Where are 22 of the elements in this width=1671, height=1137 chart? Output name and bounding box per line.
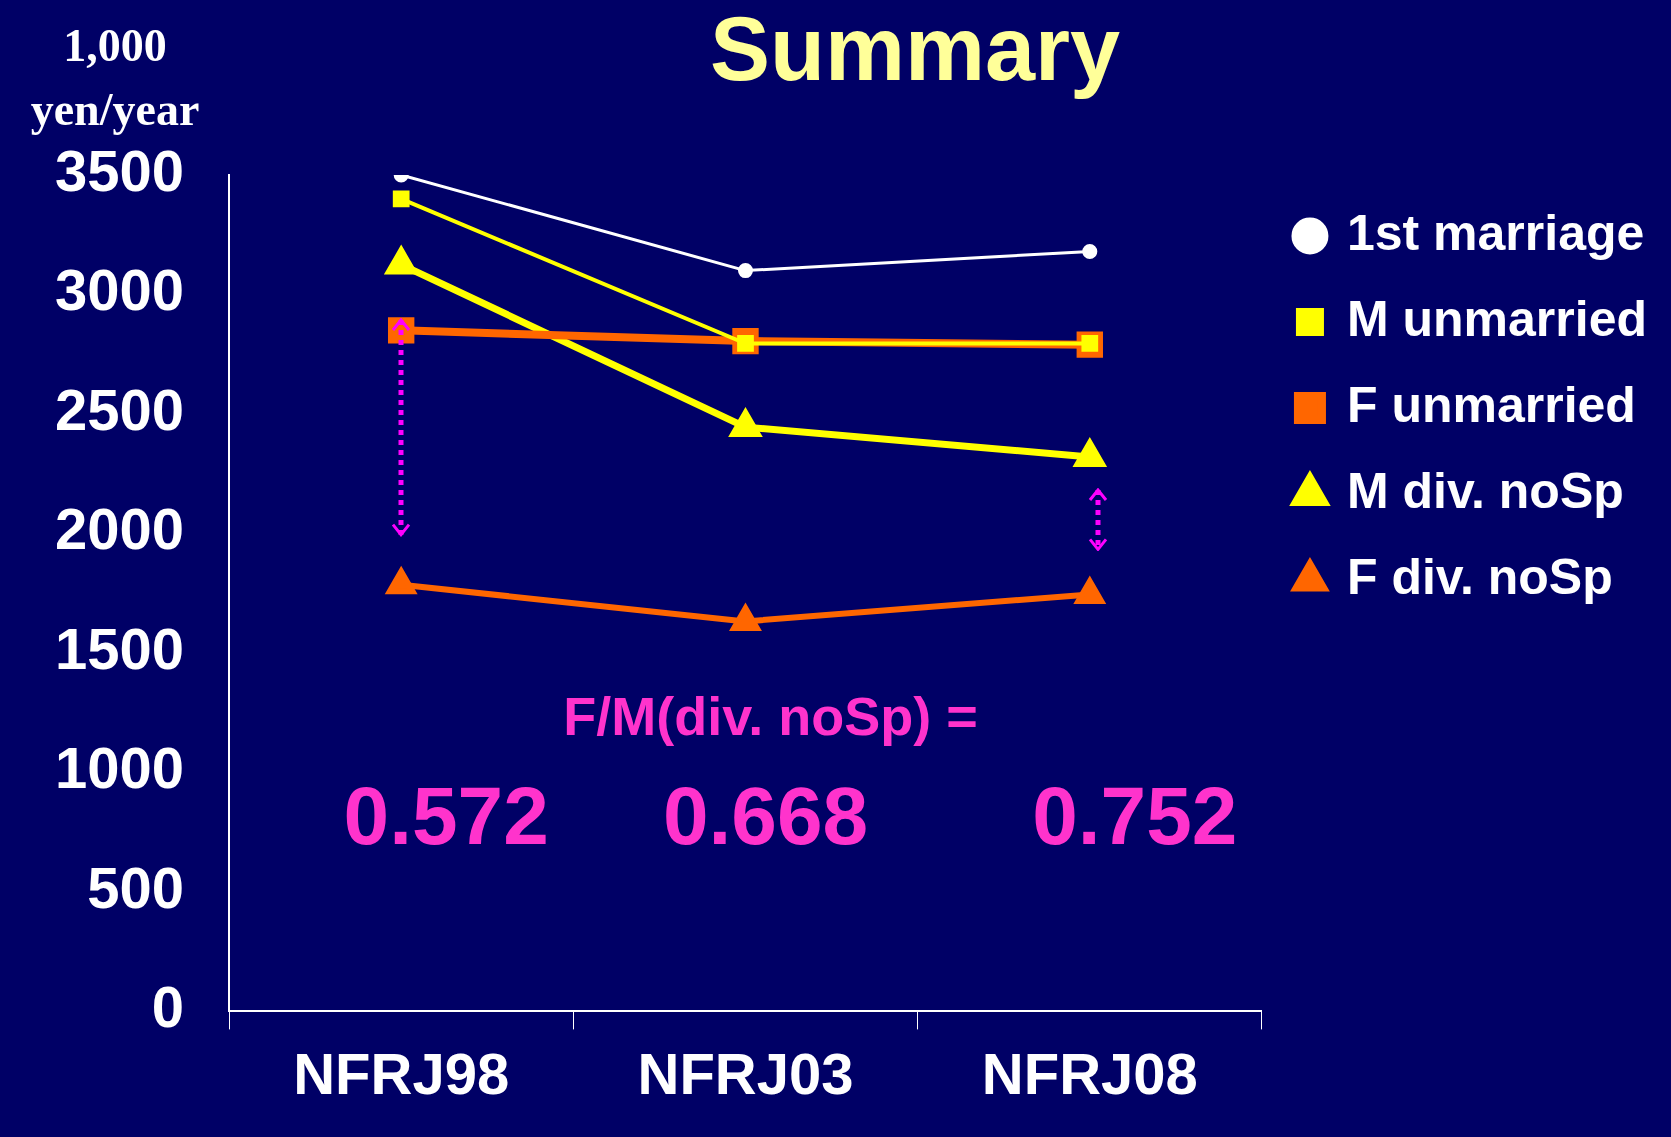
y-tick-label: 500 [87,854,185,920]
chart-title: Summary [709,0,1121,99]
y-tick-label: 3000 [55,257,185,323]
legend-label: 1st marriage [1346,204,1645,261]
x-tick-label: NFRJ03 [637,1041,854,1107]
y-tick-label: 2000 [55,496,185,562]
annotation: F/M(div. noSp) = [563,686,978,747]
annotation: 0.572 [343,770,549,862]
y-tick-label: 0 [151,974,185,1040]
legend-label: M unmarried [1346,290,1648,347]
annotation: 0.752 [1032,770,1238,862]
x-tick-label: NFRJ08 [981,1041,1198,1107]
y-tick-label: 1500 [55,615,185,681]
legend-label: M div. noSp [1346,462,1624,519]
y-axis-title: 1,000 yen/year [30,20,200,135]
y-tick-label: 1000 [55,735,185,801]
x-tick-label: NFRJ98 [293,1041,510,1107]
y-tick-label: 3500 [55,138,185,203]
legend-label: F unmarried [1346,376,1636,433]
annotation: 0.668 [662,770,869,862]
legend-label: F div. noSp [1346,548,1613,605]
y-tick-label: 2500 [55,376,185,442]
